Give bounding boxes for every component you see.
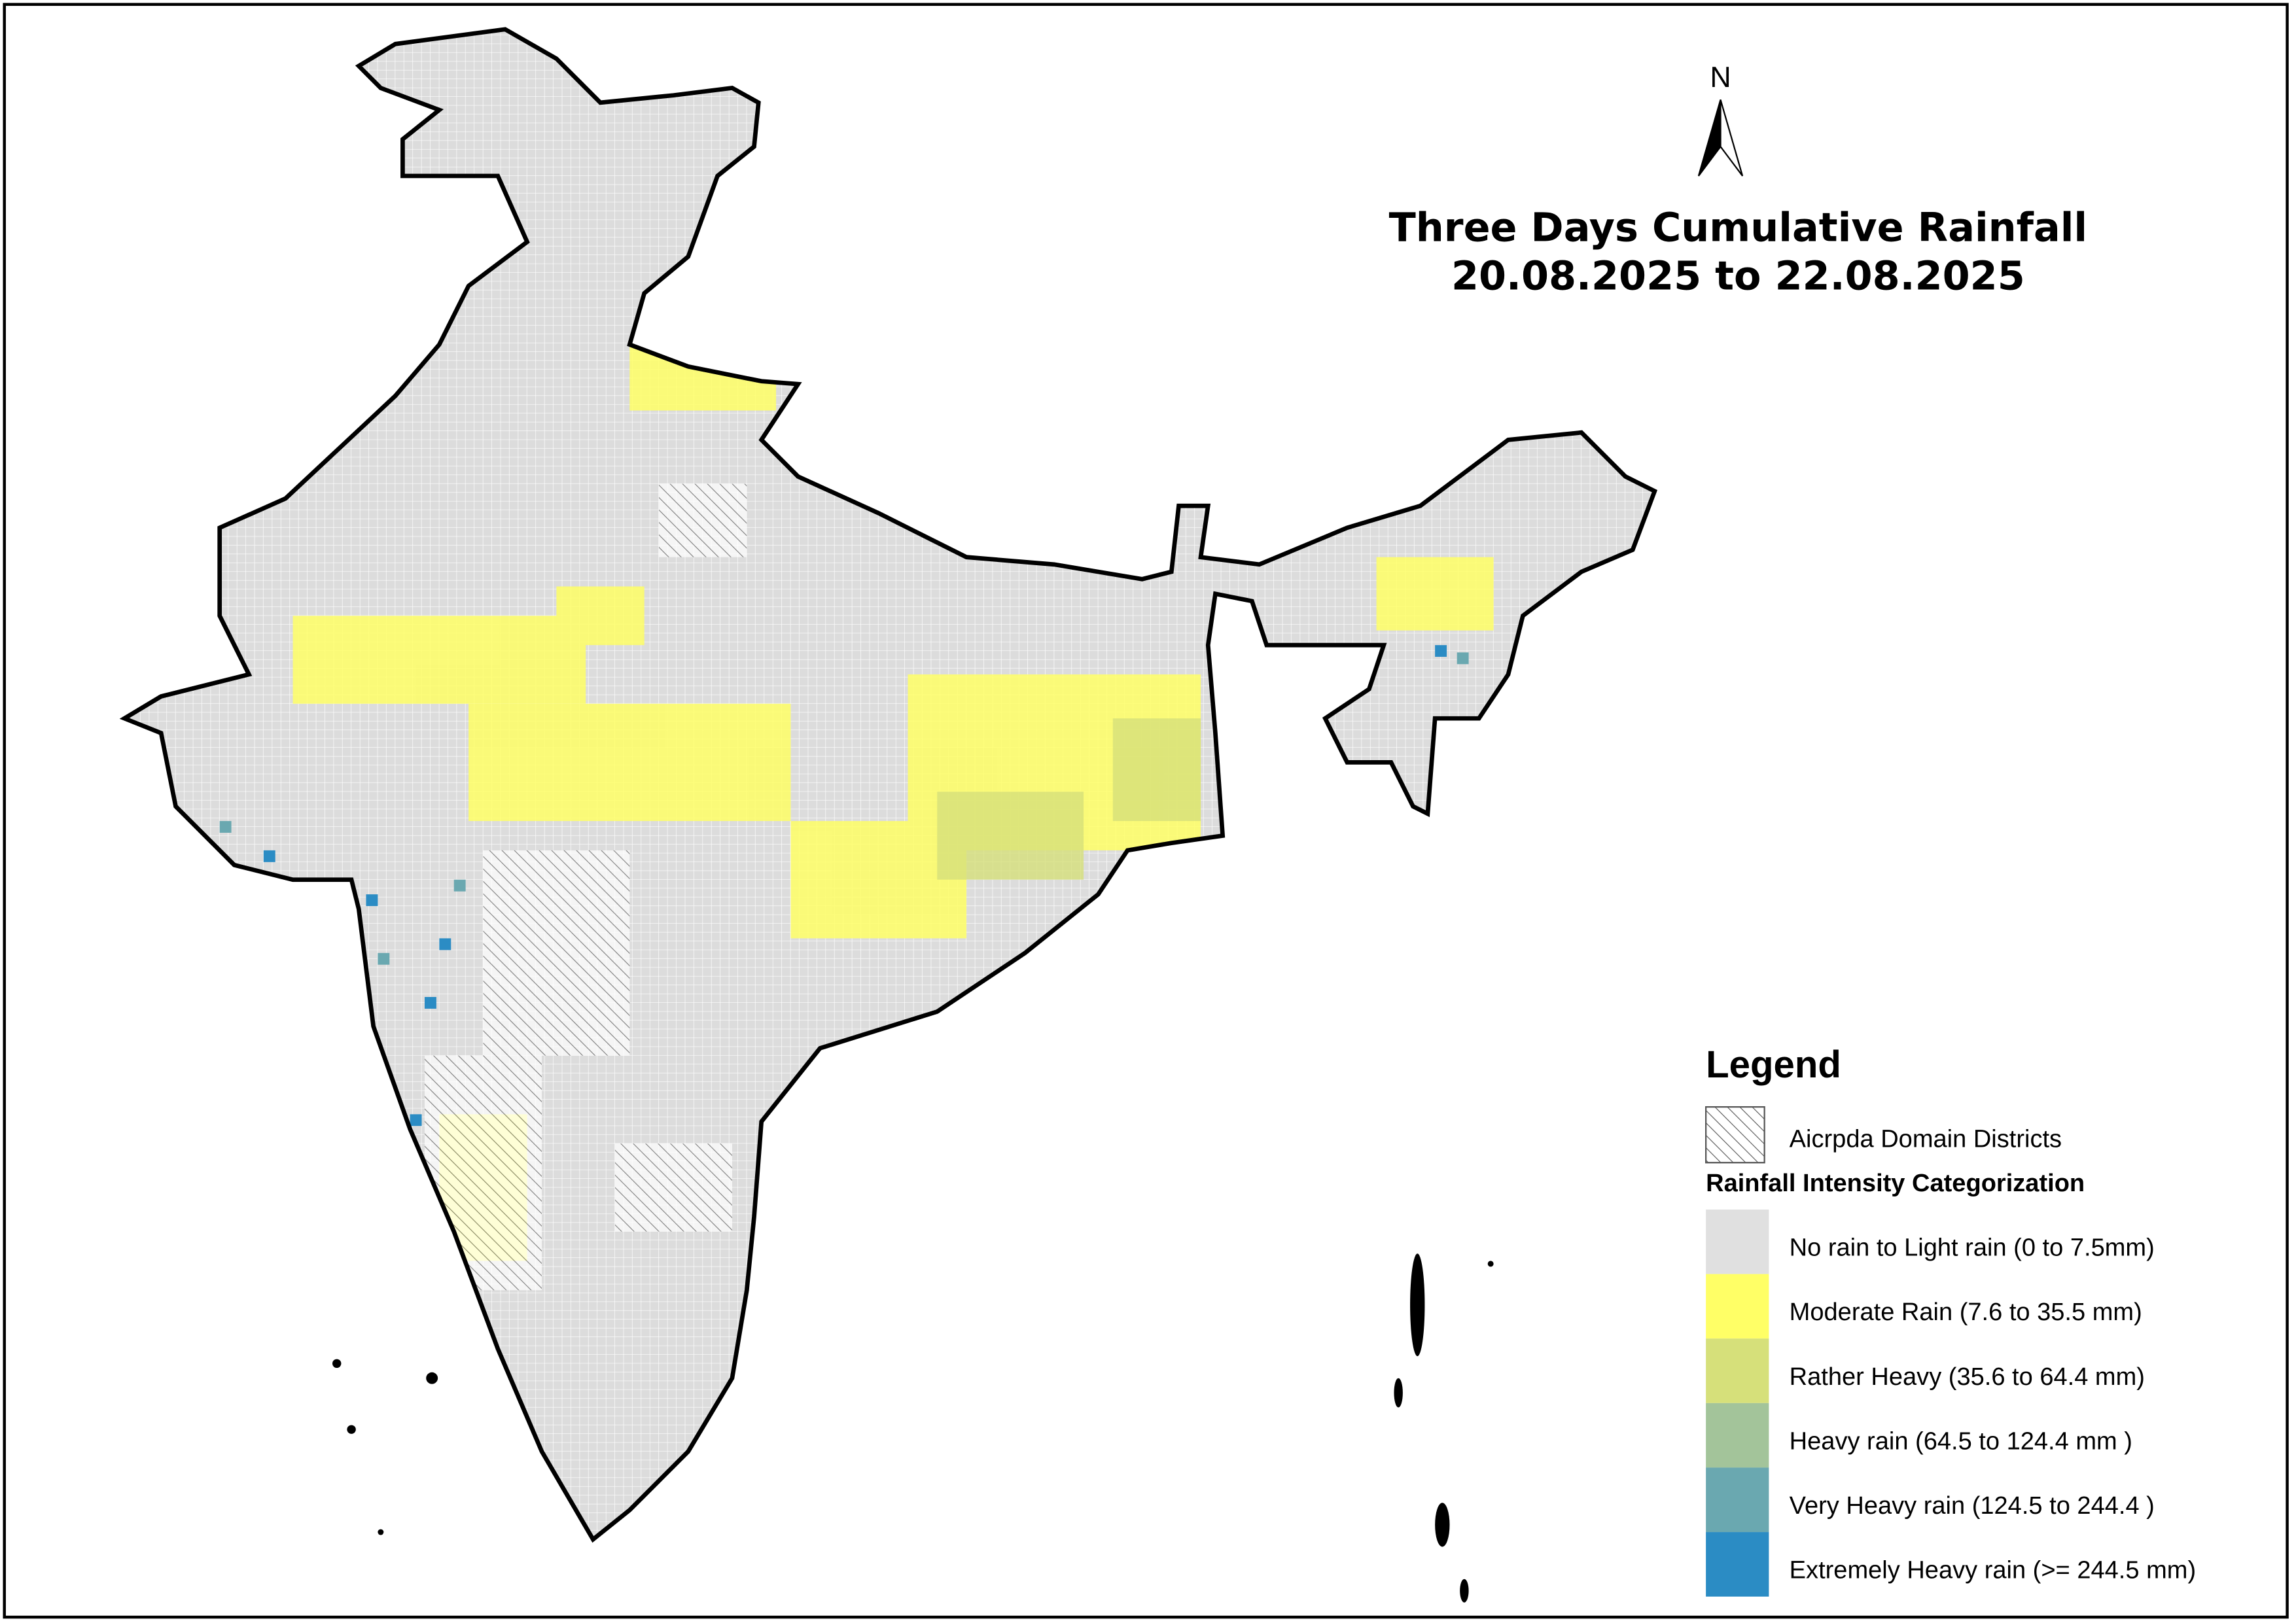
legend-label: No rain to Light rain (0 to 7.5mm) <box>1790 1234 2155 1262</box>
legend-title: Legend <box>1706 1043 1841 1086</box>
legend-label: Aicrpda Domain Districts <box>1790 1126 2062 1153</box>
legend-swatch <box>1706 1338 1769 1403</box>
legend-items: No rain to Light rain (0 to 7.5mm) Modera… <box>1706 1209 2196 1597</box>
legend-subtitle: Rainfall Intensity Categorization <box>1706 1170 2085 1197</box>
legend-label: Very Heavy rain (124.5 to 244.4 ) <box>1790 1492 2155 1520</box>
legend-label: Heavy rain (64.5 to 124.4 mm ) <box>1790 1427 2132 1455</box>
title: Three Days Cumulative Rainfall <box>1389 205 2088 251</box>
legend-label: Rather Heavy (35.6 to 64.4 mm) <box>1790 1363 2145 1391</box>
legend-label: Extremely Heavy rain (>= 244.5 mm) <box>1790 1557 2196 1584</box>
legend-swatch <box>1706 1209 1769 1274</box>
legend-swatch <box>1706 1467 1769 1533</box>
north-label: N <box>1710 61 1731 94</box>
legend-swatch <box>1706 1274 1769 1339</box>
islands <box>332 1253 1494 1603</box>
legend-label: Moderate Rain (7.6 to 35.5 mm) <box>1790 1299 2142 1326</box>
legend-swatch <box>1706 1403 1769 1468</box>
north-arrow <box>1720 99 1744 177</box>
legend-swatch <box>1705 1106 1765 1164</box>
legend-swatch <box>1706 1532 1769 1597</box>
title: 20.08.2025 to 22.08.2025 <box>1451 253 2025 299</box>
